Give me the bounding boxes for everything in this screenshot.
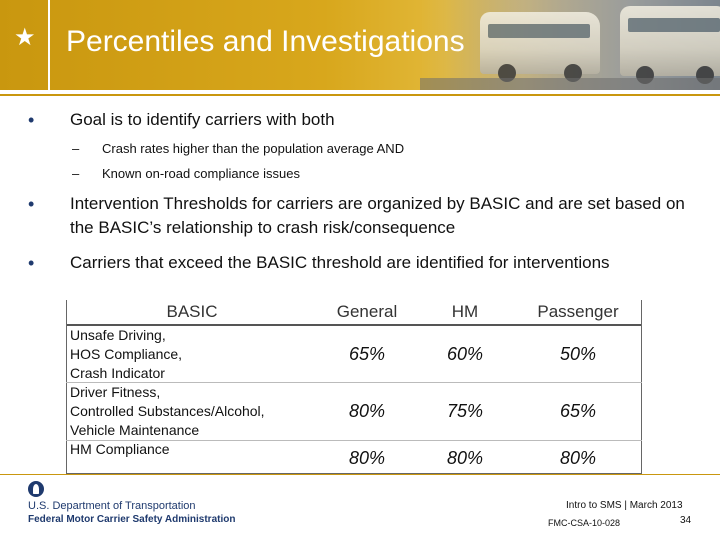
- row-3-general: 80%: [348, 448, 386, 468]
- row-1-hm: 60%: [446, 344, 484, 364]
- row-2-label-line-1: Driver Fitness,: [70, 384, 161, 400]
- sub-bullet-2: – Known on-road compliance issues: [72, 166, 300, 181]
- row-1-label-line-1: Unsafe Driving,: [70, 327, 166, 343]
- header-divider: [48, 0, 50, 90]
- slide-header: ★ Percentiles and Investigations: [0, 0, 720, 90]
- course-label: Intro to SMS | March 2013: [566, 500, 683, 511]
- header-passenger: Passenger: [537, 302, 619, 321]
- slide-title: Percentiles and Investigations: [66, 25, 465, 58]
- table-header-row: BASIC General HM Passenger: [66, 300, 642, 326]
- road-image: [420, 78, 720, 90]
- truck-image: [620, 6, 720, 84]
- bullet-1-text: Goal is to identify carriers with both: [70, 110, 335, 129]
- header-photo: [420, 0, 720, 90]
- row-3-hm: 80%: [446, 448, 484, 468]
- org-line-2: Federal Motor Carrier Safety Administrat…: [28, 514, 236, 525]
- bullet-dot: •: [28, 110, 35, 130]
- org-line-1: U.S. Department of Transportation: [28, 500, 196, 512]
- row-2-passenger: 65%: [559, 401, 597, 421]
- sub-bullet-1-text: Crash rates higher than the population a…: [102, 141, 405, 156]
- bus-image: [480, 12, 600, 82]
- row-1-passenger: 50%: [559, 344, 597, 364]
- dot-logo-icon: [28, 481, 44, 497]
- footer-rule: [0, 474, 720, 475]
- row-2-general: 80%: [348, 401, 386, 421]
- row-3-passenger: 80%: [559, 448, 597, 468]
- star-icon: ★: [14, 24, 36, 51]
- bullet-3-text: Carriers that exceed the BASIC threshold…: [70, 253, 610, 272]
- sub-bullet-2-text: Known on-road compliance issues: [102, 166, 300, 181]
- bullet-dot: •: [28, 253, 35, 273]
- row-2-label-line-2: Controlled Substances/Alcohol,: [70, 403, 265, 419]
- bullet-2-text: Intervention Thresholds for carriers are…: [70, 194, 685, 237]
- bullet-dot: •: [28, 194, 35, 214]
- row-2-label-line-3: Vehicle Maintenance: [70, 422, 200, 438]
- threshold-table: BASIC General HM Passenger Unsafe Drivin…: [66, 300, 642, 474]
- row-3-label-line-1: HM Compliance: [70, 441, 170, 457]
- row-2-hm: 75%: [446, 401, 484, 421]
- row-1-general: 65%: [348, 344, 386, 364]
- header-hm: HM: [451, 302, 479, 321]
- sub-bullet-1: – Crash rates higher than the population …: [72, 141, 405, 156]
- header-basic: BASIC: [166, 302, 218, 321]
- header-underline: [0, 94, 720, 96]
- header-general: General: [336, 302, 398, 321]
- row-1-label-line-2: HOS Compliance,: [70, 346, 183, 362]
- row-1-label-line-3: Crash Indicator: [70, 365, 165, 381]
- course-code: FMC-CSA-10-028: [548, 518, 621, 528]
- page-number: 34: [680, 515, 692, 526]
